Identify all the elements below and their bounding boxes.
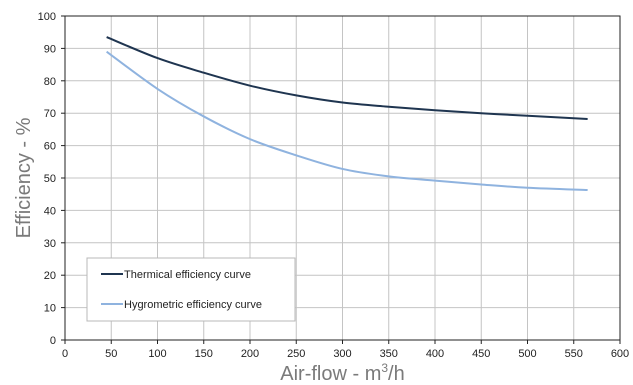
x-tick-label: 0 [62,348,68,360]
y-tick-label: 30 [44,238,56,250]
y-tick-label: 20 [44,270,56,282]
axis-ticks: 0 50 100 150 200 250 300 350 400 450 500 550 600 0 10 2… [38,11,630,360]
x-axis-title-tail: /h [388,363,405,385]
x-tick-label: 100 [148,348,166,360]
y-axis-title: Efficiency - % [13,117,35,238]
series-lines [106,36,588,191]
x-tick-label: 200 [241,348,259,360]
y-tick-label: 50 [44,173,56,185]
x-axis-title: Air-flow - m3/h [280,361,404,385]
y-tick-label: 40 [44,205,56,217]
legend-box [86,257,296,322]
x-tick-label: 400 [426,348,444,360]
x-axis-title-base: Air-flow - m [280,363,381,385]
x-tick-label: 500 [518,348,536,360]
x-tick-label: 50 [105,348,117,360]
x-axis-title-sup: 3 [381,361,388,375]
x-tick-label: 300 [333,348,351,360]
x-tick-label: 450 [472,348,490,360]
legend: Thermical efficiency curve Hygrometric e… [86,257,296,322]
series-line-thermical [106,36,588,121]
y-tick-label: 70 [44,108,56,120]
x-tick-label: 150 [195,348,213,360]
y-tick-label: 0 [50,335,56,347]
x-tick-label: 350 [380,348,398,360]
y-tick-label: 100 [38,11,56,23]
y-tick-label: 10 [44,303,56,315]
y-tick-label: 90 [44,43,56,55]
legend-label-thermical: Thermical efficiency curve [124,269,251,281]
x-tick-label: 600 [611,348,629,360]
y-tick-label: 80 [44,76,56,88]
legend-label-hygrometric: Hygrometric efficiency curve [124,299,262,311]
series-line-hygrometric [106,50,588,191]
y-tick-label: 60 [44,141,56,153]
x-tick-label: 250 [287,348,305,360]
x-tick-label: 550 [565,348,583,360]
